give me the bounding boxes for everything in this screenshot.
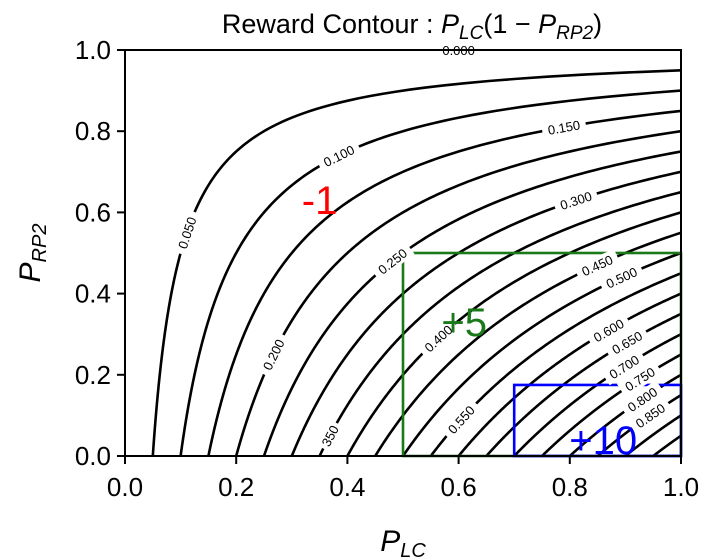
- plot-frame: [124, 49, 682, 457]
- contour-label-text: 0.150: [547, 117, 582, 137]
- x-axis-ticks: 0.0 0.2 0.4 0.6 0.8 1.0: [107, 456, 699, 502]
- title-s2: RP2: [556, 23, 593, 44]
- title-s1: LC: [459, 23, 484, 44]
- contour-label-3: 0.200: [256, 331, 291, 378]
- contour-line-0.15: [207, 109, 681, 456]
- y-axis-label: PRP2: [14, 224, 51, 283]
- reward-label-1: +5: [441, 301, 487, 345]
- contour-line-0.3: [290, 170, 681, 456]
- x-tick-label: 1.0: [663, 472, 699, 502]
- y-axis-label-sub: RP2: [29, 224, 51, 263]
- contour-label-1: 0.100: [315, 138, 363, 173]
- contour-label-2: 0.150: [540, 115, 587, 139]
- y-tick-label: 0.2: [75, 360, 111, 390]
- contour-label-text: 0.300: [558, 188, 594, 213]
- contour-line-0.9: [624, 414, 681, 456]
- x-axis-label-sub: LC: [400, 540, 426, 560]
- contour-line-0.2: [234, 129, 681, 456]
- title-p1: P: [441, 9, 459, 39]
- contour-label-text: 0.050: [175, 215, 200, 251]
- chart-title: Reward Contour : PLC(1 − PRP2): [222, 9, 602, 44]
- x-tick-label: 0.8: [552, 472, 588, 502]
- contour-line-0.7: [513, 333, 681, 456]
- x-tick-label: 0.0: [107, 472, 143, 502]
- title-mid: (1 −: [483, 9, 538, 39]
- contour-label-5: 0.300: [552, 185, 600, 215]
- y-tick-label: 0.8: [75, 116, 111, 146]
- title-end: ): [593, 9, 602, 39]
- x-tick-label: 0.2: [218, 472, 254, 502]
- reward-label-0: -1: [302, 179, 338, 223]
- x-axis-label: PLC: [380, 525, 426, 560]
- x-axis-label-main: P: [380, 525, 400, 558]
- contour-line-0.05: [151, 69, 681, 456]
- x-tick-label: 0.6: [441, 472, 477, 502]
- contour-line-0.95: [652, 434, 681, 456]
- contour-label-text: 0.200: [260, 337, 288, 373]
- y-tick-label: 0.4: [75, 279, 111, 309]
- y-axis-label-main: P: [14, 262, 47, 282]
- y-tick-label: 0.0: [75, 441, 111, 471]
- title-p2: P: [538, 9, 556, 39]
- y-tick-label: 0.6: [75, 197, 111, 227]
- contour-label-text: 0.100: [321, 142, 357, 170]
- contour-label-4: 0.250: [370, 241, 415, 282]
- contour-label-6: 350: [315, 419, 344, 453]
- contour-label-0: 0.050: [172, 209, 202, 257]
- y-axis-ticks: 0.0 0.2 0.4 0.6 0.8 1.0: [75, 35, 125, 471]
- title-prefix: Reward Contour :: [222, 9, 441, 39]
- contour-line-0.25: [262, 150, 681, 456]
- y-tick-label: 1.0: [75, 35, 111, 65]
- x-tick-label: 0.4: [329, 472, 365, 502]
- contour-line-0.35: [318, 190, 681, 456]
